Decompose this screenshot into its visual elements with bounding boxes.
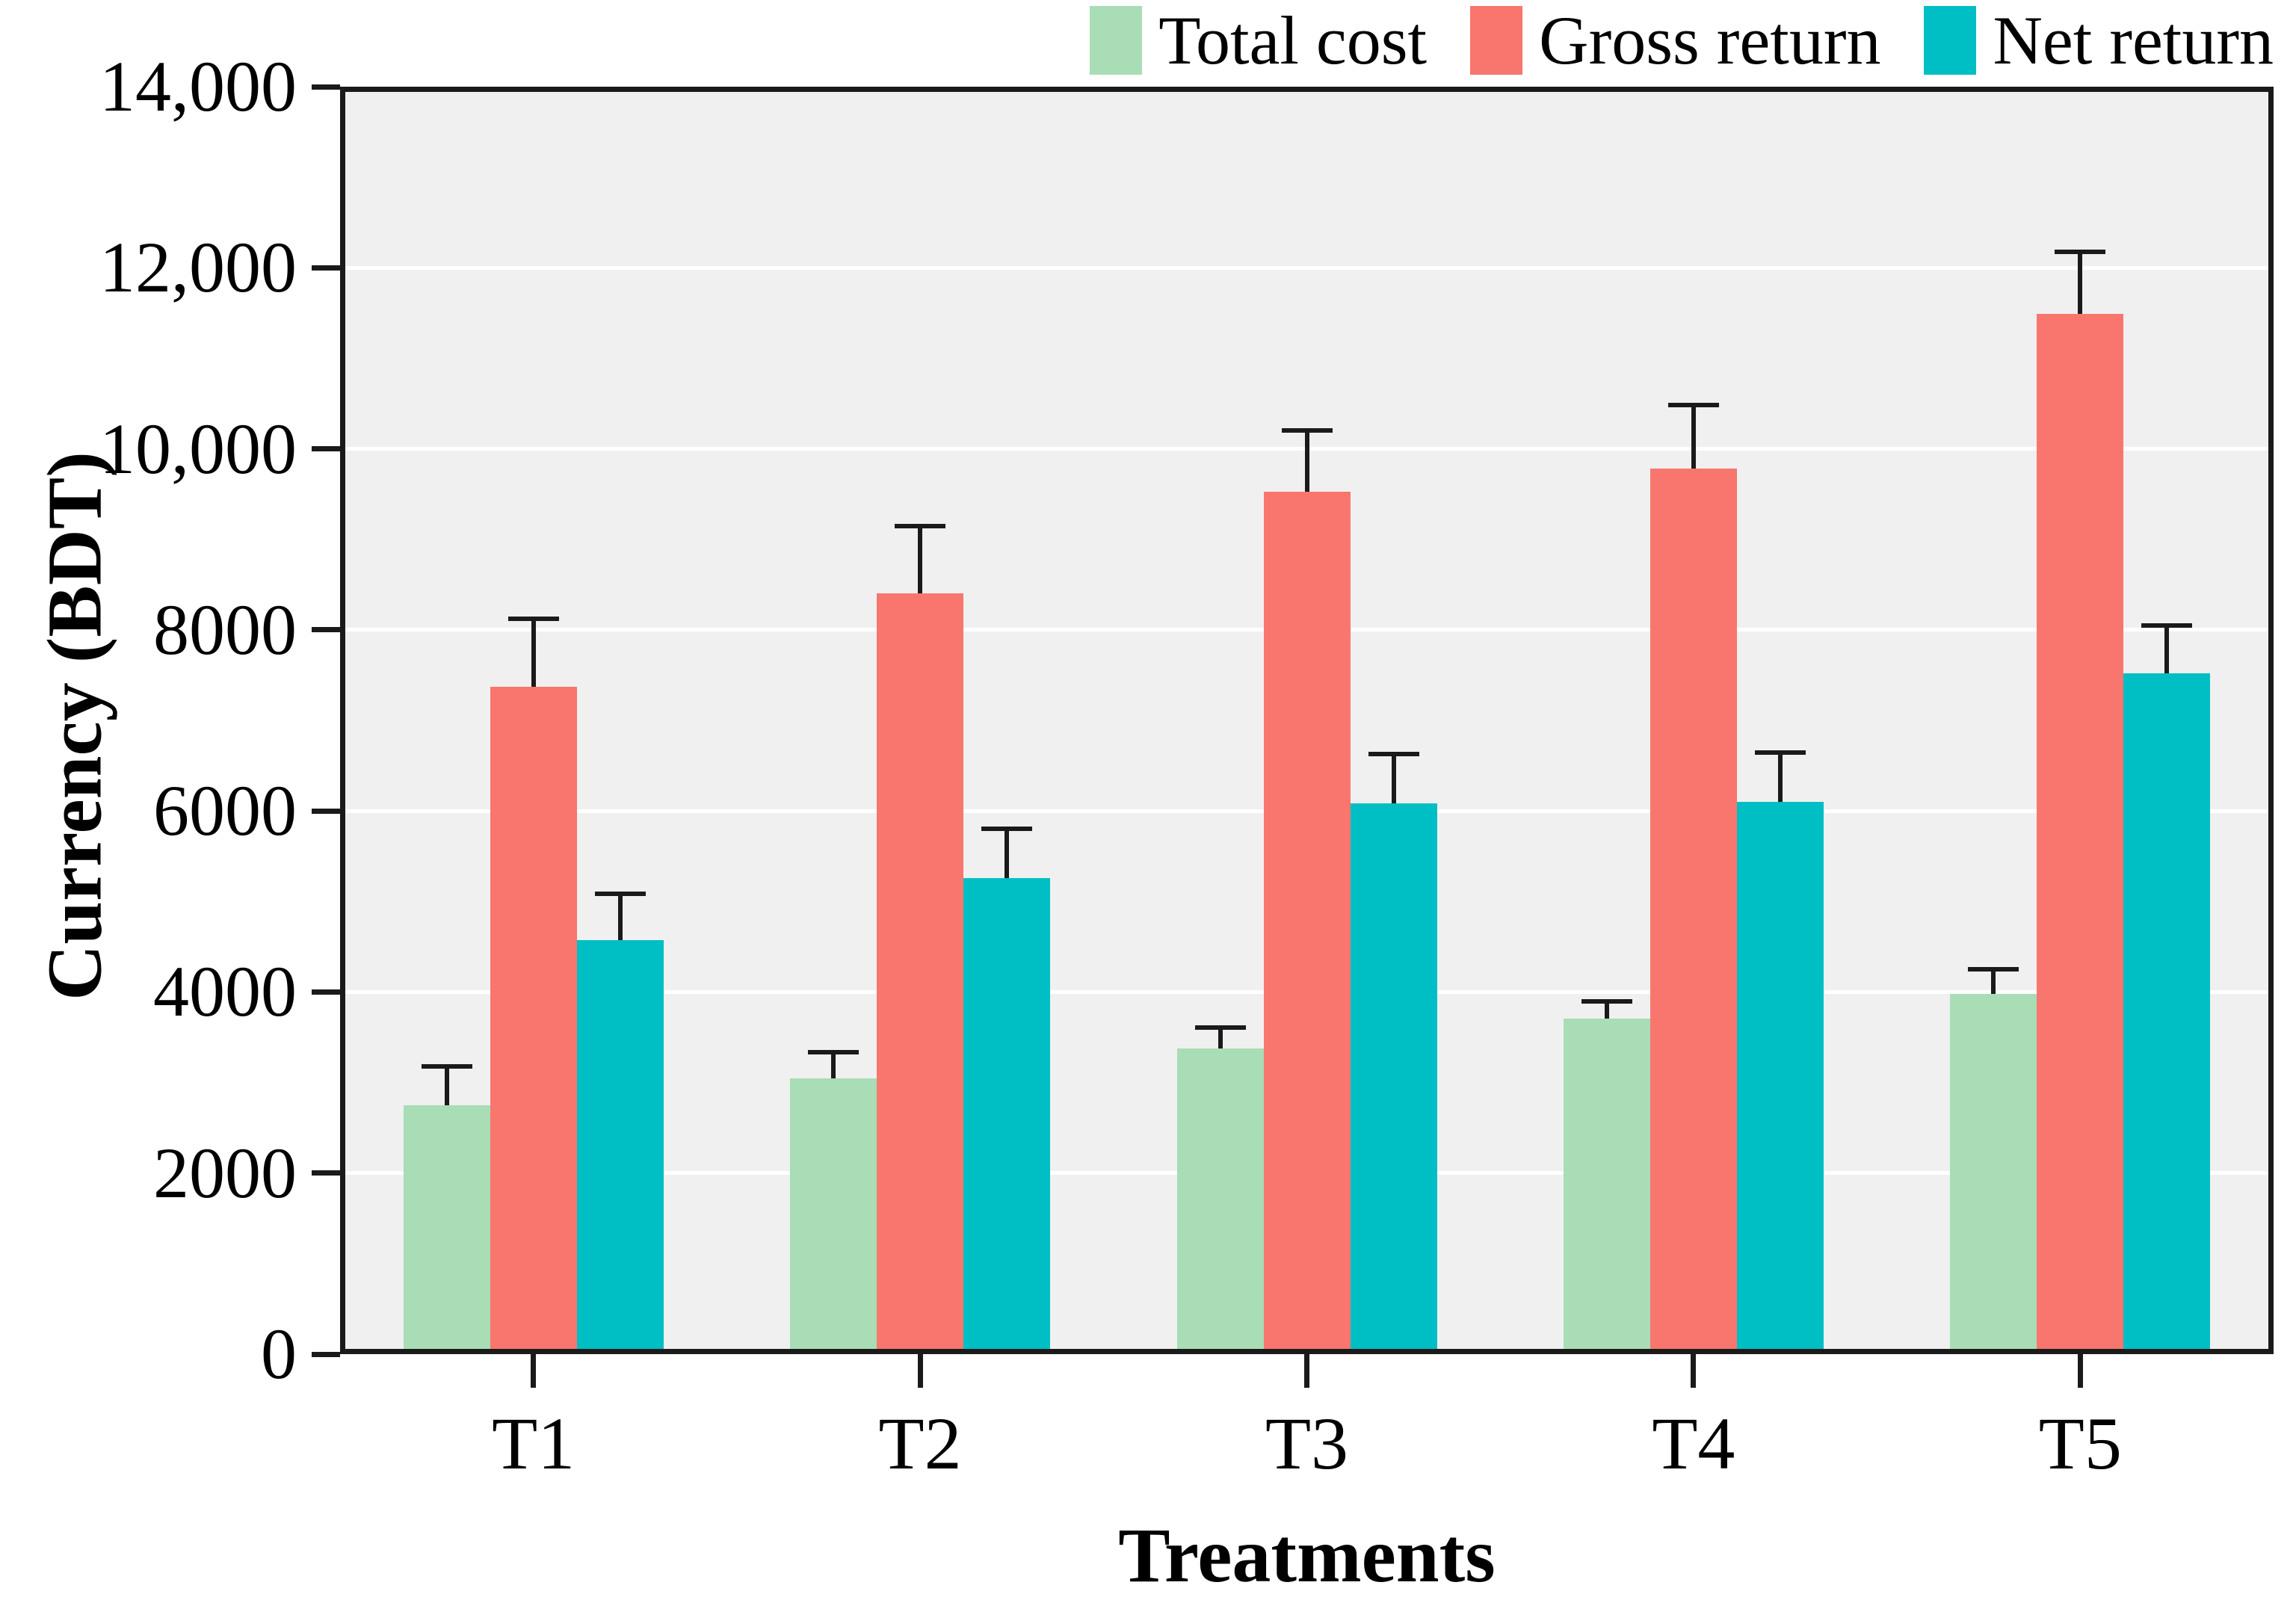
y-tick-label: 8000 (153, 589, 297, 670)
error-bar-cap (1194, 1025, 1246, 1031)
error-bar-cap (1368, 752, 1419, 757)
bar-net-return (576, 940, 664, 1349)
x-tick-label: T2 (878, 1402, 962, 1485)
error-bar-stem (1218, 1030, 1223, 1048)
error-bar-cap (1281, 427, 1333, 433)
x-axis-tick (531, 1354, 537, 1388)
error-bar-stem (444, 1069, 449, 1105)
bar-total-cost (1176, 1048, 1264, 1349)
y-tick-label: 0 (261, 1314, 297, 1394)
error-bar-stem (2078, 254, 2083, 315)
error-bar-cap (808, 1050, 860, 1055)
bar-gross-return (877, 593, 964, 1349)
legend-item: Total cost (1090, 6, 1427, 75)
x-axis-title: Treatments (1118, 1513, 1496, 1599)
y-tick-label: 10,000 (99, 408, 297, 489)
x-axis-tick (1691, 1354, 1697, 1388)
bar-total-cost (790, 1078, 877, 1349)
bar-total-cost (403, 1105, 490, 1349)
error-bar-stem (1777, 755, 1783, 803)
error-bar-cap (1667, 402, 1719, 407)
x-axis-tick (917, 1354, 923, 1388)
legend-swatch-icon (1090, 6, 1143, 75)
bar-net-return (963, 877, 1051, 1349)
legend-item: Gross return (1470, 6, 1880, 75)
error-bar-stem (1691, 407, 1696, 469)
y-axis-tick (312, 627, 340, 633)
error-bar-cap (1754, 750, 1806, 756)
error-bar-cap (895, 524, 946, 529)
y-tick-label: 4000 (153, 951, 297, 1032)
error-bar-cap (981, 826, 1033, 831)
x-tick-label: T1 (492, 1402, 575, 1485)
bar-net-return (1350, 803, 1437, 1349)
error-bar-stem (531, 620, 536, 688)
y-tick-label: 12,000 (99, 227, 297, 308)
error-bar-stem (2164, 628, 2170, 673)
y-axis-tick (312, 84, 340, 90)
bar-gross-return (1263, 491, 1351, 1349)
y-axis-tick (312, 808, 340, 814)
bar-gross-return (1650, 469, 1737, 1349)
y-axis-tick (312, 446, 340, 452)
error-bar-cap (2141, 623, 2193, 628)
error-bar-cap (1581, 999, 1632, 1004)
legend-swatch-icon (1470, 6, 1523, 75)
y-tick-label: 14,000 (99, 46, 297, 126)
legend-label: Gross return (1539, 2, 1881, 78)
error-bar-cap (421, 1064, 472, 1069)
bar-net-return (2123, 673, 2211, 1349)
y-tick-label: 2000 (153, 1132, 297, 1213)
error-bar-cap (2055, 250, 2106, 255)
gridline (345, 265, 2268, 270)
y-axis-tick (312, 265, 340, 271)
bar-gross-return (490, 687, 577, 1349)
error-bar-stem (1004, 830, 1010, 878)
x-axis-tick (1304, 1354, 1309, 1388)
x-tick-label: T3 (1265, 1402, 1349, 1485)
error-bar-stem (617, 896, 623, 941)
error-bar-cap (594, 892, 646, 897)
bar-total-cost (1563, 1018, 1650, 1349)
y-axis-tick (312, 1170, 340, 1176)
bar-net-return (1736, 802, 1824, 1349)
y-tick-label: 6000 (153, 770, 297, 851)
error-bar-stem (1991, 971, 1996, 994)
error-bar-cap (507, 616, 559, 621)
legend: Total cost Gross return Net return (1090, 6, 2274, 75)
error-bar-stem (1391, 756, 1396, 804)
legend-label: Total cost (1158, 2, 1428, 78)
y-axis-tick (312, 1351, 340, 1357)
legend-label: Net return (1993, 2, 2274, 78)
error-bar-stem (918, 528, 923, 594)
error-bar-stem (831, 1054, 836, 1078)
legend-item: Net return (1924, 6, 2274, 75)
error-bar-stem (1304, 432, 1309, 492)
x-tick-label: T5 (2038, 1402, 2122, 1485)
x-tick-label: T4 (1652, 1402, 1735, 1485)
error-bar-stem (1604, 1004, 1609, 1019)
legend-swatch-icon (1924, 6, 1977, 75)
y-axis-tick (312, 989, 340, 995)
bar-gross-return (2037, 314, 2124, 1349)
bar-total-cost (1950, 993, 2037, 1349)
error-bar-cap (1968, 966, 2019, 972)
y-axis-title: Currency (BDT) (31, 451, 118, 1001)
x-axis-tick (2077, 1354, 2083, 1388)
